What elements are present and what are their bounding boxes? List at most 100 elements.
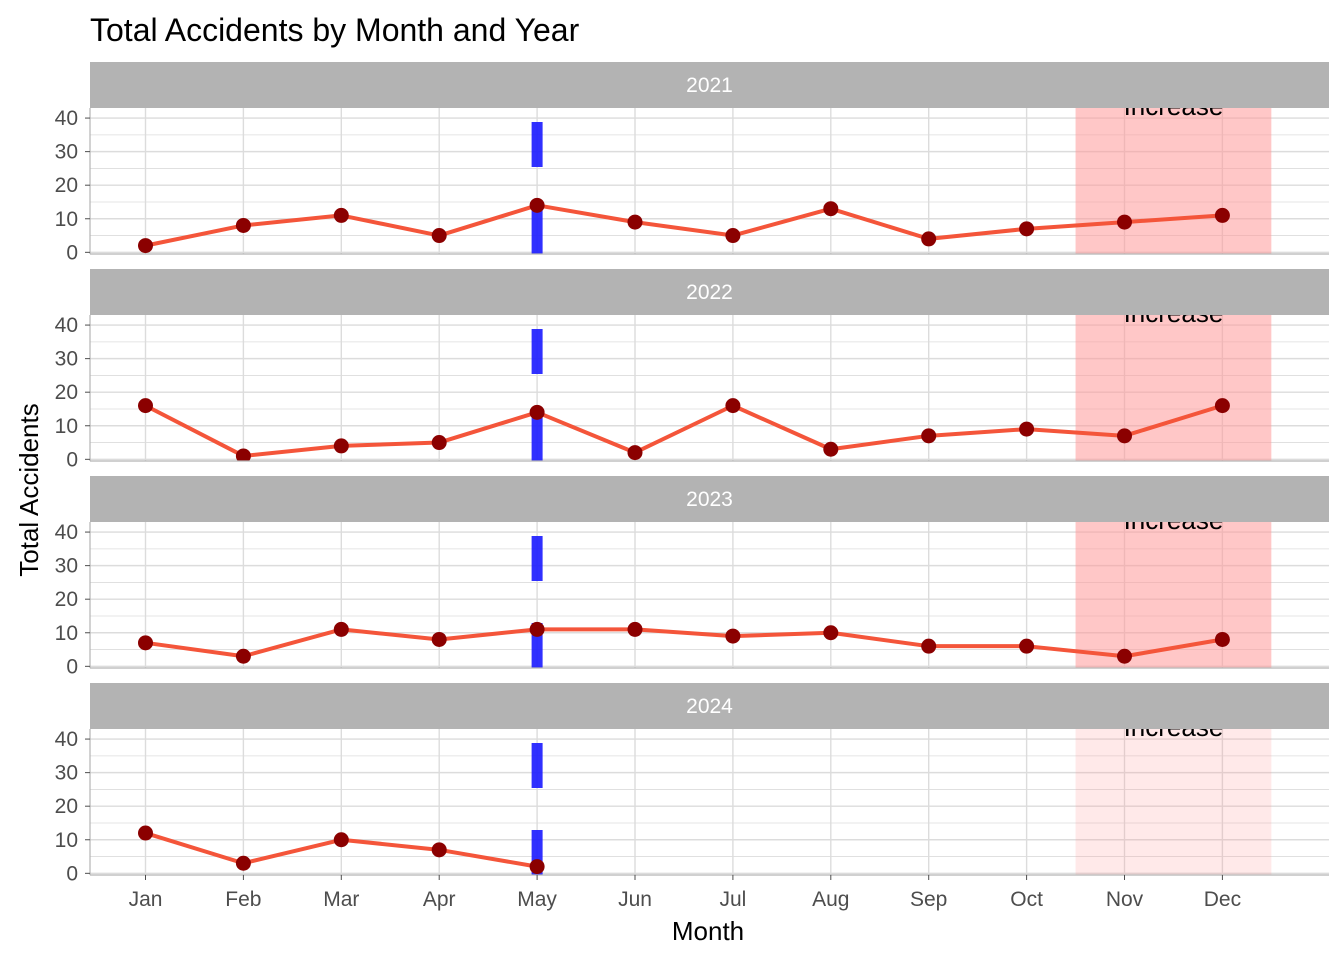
x-tick-label: Feb bbox=[225, 888, 261, 911]
facet-strip bbox=[90, 683, 1329, 729]
data-point bbox=[725, 628, 741, 644]
data-point bbox=[529, 621, 545, 637]
data-point bbox=[627, 214, 643, 230]
data-point bbox=[333, 438, 349, 454]
facet-strip-label: 2021 bbox=[686, 74, 733, 97]
data-point bbox=[333, 207, 349, 223]
data-point bbox=[921, 231, 937, 247]
facet-strip bbox=[90, 476, 1329, 522]
band-annotation: Increase bbox=[1124, 91, 1224, 121]
data-point bbox=[138, 398, 153, 414]
data-point bbox=[529, 859, 545, 875]
data-point bbox=[1019, 638, 1035, 654]
data-point bbox=[431, 842, 447, 858]
facet-2024: 2024 Increase 0 10 20 30 40 bbox=[55, 683, 1329, 885]
x-axis-ticks: Jan Feb Mar Apr May Jun Jul Aug Sep Oct Nov Dec bbox=[129, 875, 1241, 911]
data-point bbox=[235, 855, 251, 871]
data-point bbox=[138, 825, 153, 841]
y-tick-label: 40 bbox=[55, 107, 78, 130]
data-point bbox=[921, 638, 937, 654]
highlight-band bbox=[1075, 522, 1272, 668]
y-tick-label: 10 bbox=[55, 415, 78, 438]
facet-plot-area: Increase bbox=[90, 298, 1329, 461]
data-point bbox=[1117, 214, 1132, 230]
series-line bbox=[143, 627, 1225, 659]
y-tick-label: 10 bbox=[55, 829, 78, 852]
y-tick-label: 30 bbox=[55, 555, 78, 578]
y-tick-label: 30 bbox=[55, 348, 78, 371]
y-axis-title: Total Accidents bbox=[14, 403, 44, 576]
facet-2022: 2022 Increase 0 10 20 30 40 bbox=[55, 269, 1329, 471]
data-point bbox=[725, 228, 741, 244]
data-point bbox=[235, 217, 251, 233]
x-tick-label: Apr bbox=[423, 888, 456, 911]
y-tick-label: 0 bbox=[66, 448, 78, 471]
data-point bbox=[823, 625, 839, 641]
chart-title: Total Accidents by Month and Year bbox=[90, 12, 580, 48]
facet-strip-label: 2022 bbox=[686, 281, 733, 304]
x-tick-label: Jan bbox=[129, 888, 163, 911]
y-tick-label: 20 bbox=[55, 795, 78, 818]
facet-strip bbox=[90, 269, 1329, 315]
data-point bbox=[725, 398, 741, 414]
x-tick-label: Aug bbox=[812, 888, 849, 911]
y-tick-label: 40 bbox=[55, 521, 78, 544]
y-tick-label: 20 bbox=[55, 588, 78, 611]
data-point bbox=[431, 631, 447, 647]
y-tick-label: 40 bbox=[55, 314, 78, 337]
data-point bbox=[1019, 221, 1035, 237]
x-tick-label: Jun bbox=[618, 888, 652, 911]
data-point bbox=[138, 238, 153, 254]
y-tick-label: 10 bbox=[55, 208, 78, 231]
x-tick-label: Sep bbox=[910, 888, 947, 911]
band-annotation: Increase bbox=[1124, 712, 1224, 742]
data-point bbox=[1214, 631, 1230, 647]
facet-2021: 2021 Increase 0 10 20 30 40 bbox=[55, 62, 1329, 264]
y-tick-label: 30 bbox=[55, 762, 78, 785]
series-line bbox=[143, 403, 1225, 458]
y-tick-label: 0 bbox=[66, 862, 78, 885]
y-tick-label: 0 bbox=[66, 655, 78, 678]
x-tick-label: Jul bbox=[719, 888, 746, 911]
data-point bbox=[823, 441, 839, 457]
data-point bbox=[529, 404, 545, 420]
y-tick-label: 20 bbox=[55, 381, 78, 404]
data-point bbox=[138, 635, 153, 651]
facet-plot-area: Increase bbox=[90, 712, 1329, 875]
x-tick-label: Mar bbox=[323, 888, 359, 911]
data-point bbox=[333, 621, 349, 637]
facet-2023: 2023 Increase 0 10 20 30 40 bbox=[55, 476, 1329, 678]
data-point bbox=[235, 648, 251, 664]
x-tick-label: May bbox=[517, 888, 557, 911]
x-tick-label: Dec bbox=[1204, 888, 1241, 911]
facet-panels: 2021 Increase 0 10 20 30 40 2022 Increase 0 10 20 30… bbox=[55, 62, 1329, 885]
band-annotation: Increase bbox=[1124, 505, 1224, 535]
data-point bbox=[529, 197, 545, 213]
data-point bbox=[235, 448, 251, 461]
y-tick-label: 20 bbox=[55, 174, 78, 197]
data-point bbox=[823, 201, 839, 217]
data-point bbox=[921, 428, 937, 444]
highlight-band bbox=[1075, 729, 1272, 875]
band-annotation: Increase bbox=[1124, 298, 1224, 328]
highlight-band bbox=[1075, 108, 1272, 254]
data-point bbox=[431, 228, 447, 244]
facet-strip-label: 2023 bbox=[686, 488, 733, 511]
y-tick-label: 10 bbox=[55, 622, 78, 645]
x-axis-title: Month bbox=[672, 916, 744, 946]
data-point bbox=[1117, 648, 1132, 664]
facet-plot-area: Increase bbox=[90, 91, 1329, 254]
y-tick-label: 40 bbox=[55, 728, 78, 751]
y-tick-label: 0 bbox=[66, 241, 78, 264]
series-line bbox=[143, 203, 1225, 248]
data-point bbox=[1214, 207, 1230, 223]
data-point bbox=[431, 435, 447, 451]
data-point bbox=[1214, 398, 1230, 414]
facet-strip bbox=[90, 62, 1329, 108]
y-tick-label: 30 bbox=[55, 141, 78, 164]
facet-strip-label: 2024 bbox=[686, 695, 733, 718]
highlight-band bbox=[1075, 315, 1272, 461]
x-tick-label: Oct bbox=[1010, 888, 1043, 911]
